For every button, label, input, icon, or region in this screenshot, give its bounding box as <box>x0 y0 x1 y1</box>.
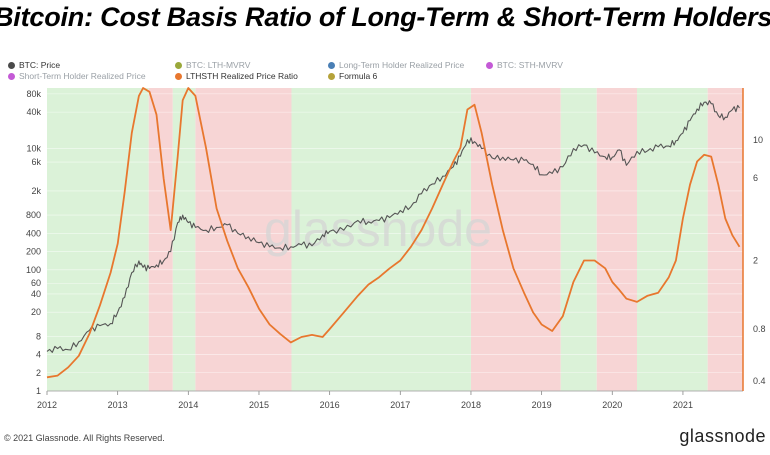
glassnode-logo: glassnode <box>679 426 766 446</box>
legend-label: BTC: STH-MVRV <box>497 60 563 70</box>
legend-label: Short-Term Holder Realized Price <box>19 71 146 81</box>
band-green <box>637 88 708 391</box>
x-tick-label: 2017 <box>390 400 410 410</box>
y-left-tick-label: 1 <box>36 386 41 396</box>
legend-item-sth-mvrv[interactable]: BTC: STH-MVRV <box>486 60 563 70</box>
y-left-tick-label: 60 <box>31 278 41 288</box>
y-left-tick-label: 8 <box>36 331 41 341</box>
series-line-lthsth-ratio <box>46 87 741 379</box>
series-line-btc-price <box>46 100 740 353</box>
y-left-tick-label: 20 <box>31 307 41 317</box>
band-red <box>148 88 173 391</box>
x-tick-label: 2020 <box>602 400 622 410</box>
legend-dot-icon <box>328 72 335 80</box>
copyright-text: © 2021 Glassnode. All Rights Reserved. <box>4 433 165 443</box>
series-lines <box>46 87 741 379</box>
x-tick-label: 2016 <box>320 400 340 410</box>
legend-label: LTHSTH Realized Price Ratio <box>186 71 298 81</box>
x-tick-label: 2014 <box>178 400 198 410</box>
y-left-tick-label: 40k <box>26 107 41 117</box>
y-left-tick-label: 6k <box>31 157 41 167</box>
legend-item-sth-realized-price[interactable]: Short-Term Holder Realized Price <box>8 71 146 81</box>
legend-dot-icon <box>8 72 15 80</box>
legend-dot-icon <box>486 61 493 69</box>
y-left-tick-label: 40 <box>31 289 41 299</box>
band-green <box>291 88 471 391</box>
y-left-tick-label: 2 <box>36 368 41 378</box>
x-tick-label: 2015 <box>249 400 269 410</box>
legend-item-lth-realized-price[interactable]: Long-Term Holder Realized Price <box>328 60 464 70</box>
y-left-tick-label: 2k <box>31 186 41 196</box>
y-left-tick-label: 800 <box>26 210 41 220</box>
legend-item-lthsth-ratio[interactable]: LTHSTH Realized Price Ratio <box>175 71 298 81</box>
x-tick-label: 2019 <box>532 400 552 410</box>
legend-label: BTC: Price <box>19 60 61 70</box>
y-left-tick-label: 4 <box>36 350 41 360</box>
y-left-tick-label: 200 <box>26 247 41 257</box>
y-left-tick-label: 400 <box>26 228 41 238</box>
y-right-tick-label: 10 <box>753 135 763 145</box>
legend-item-btc-price[interactable]: BTC: Price <box>8 60 60 70</box>
y-left-tick-label: 100 <box>26 265 41 275</box>
band-red <box>707 88 743 391</box>
chart-title: Bitcoin: Cost Basis Ratio of Long-Term &… <box>0 2 770 32</box>
legend-dot-icon <box>328 61 335 69</box>
band-green <box>172 88 196 391</box>
legend-item-lth-mvrv[interactable]: BTC: LTH-MVRV <box>175 60 250 70</box>
legend-label: Formula 6 <box>339 71 378 81</box>
x-tick-label: 2018 <box>461 400 481 410</box>
watermark: glassnode <box>264 201 492 257</box>
x-tick-label: 2012 <box>37 400 57 410</box>
y-right-tick-label: 6 <box>753 173 758 183</box>
legend-dot-icon <box>175 72 182 80</box>
legend-label: BTC: LTH-MVRV <box>186 60 251 70</box>
x-tick-label: 2021 <box>673 400 693 410</box>
legend-dot-icon <box>8 61 15 69</box>
legend-dot-icon <box>175 61 182 69</box>
y-left-tick-label: 10k <box>26 144 41 154</box>
y-left-tick-label: 80k <box>26 89 41 99</box>
legend-label: Long-Term Holder Realized Price <box>339 60 465 70</box>
band-red <box>195 88 292 391</box>
band-red <box>596 88 638 391</box>
band-green <box>47 88 149 391</box>
y-right-tick-label: 2 <box>753 255 758 265</box>
band-red <box>470 88 561 391</box>
band-green <box>560 88 597 391</box>
y-right-tick-label: 0.8 <box>753 324 766 334</box>
background-bands <box>47 88 743 391</box>
y-right-tick-label: 0.4 <box>753 376 766 386</box>
legend-item-formula-6[interactable]: Formula 6 <box>328 71 377 81</box>
x-tick-label: 2013 <box>108 400 128 410</box>
